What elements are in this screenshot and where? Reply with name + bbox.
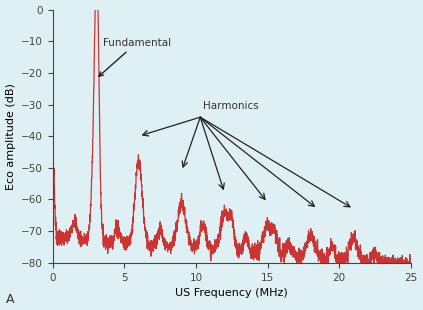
Text: Fundamental: Fundamental	[99, 38, 171, 76]
X-axis label: US Frequency (MHz): US Frequency (MHz)	[176, 288, 288, 298]
Y-axis label: Eco amplitude (dB): Eco amplitude (dB)	[5, 83, 16, 190]
Text: A: A	[6, 293, 15, 306]
Text: Harmonics: Harmonics	[203, 101, 259, 111]
